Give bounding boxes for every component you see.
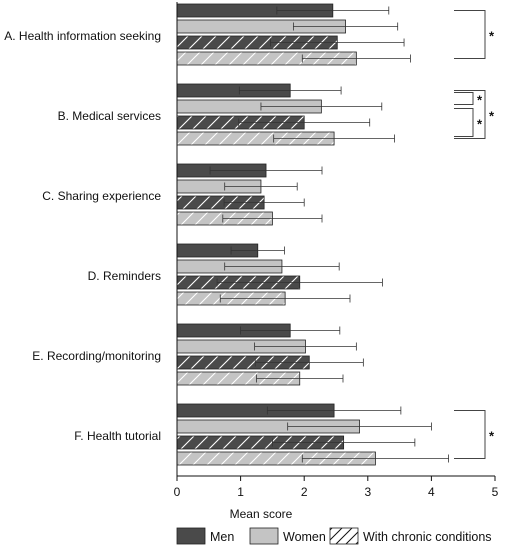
legend-label: Women — [283, 530, 326, 544]
significance-bracket: * — [454, 92, 483, 108]
bars-layer — [176, 3, 376, 466]
error-bar — [273, 134, 395, 143]
significance-label: * — [489, 29, 495, 44]
significance-layer: * * * * * — [454, 10, 495, 459]
legend-item: Men — [176, 527, 234, 545]
category-label: D. Reminders — [88, 269, 161, 283]
legend-swatch — [176, 527, 206, 545]
error-bar — [271, 438, 416, 447]
error-bar — [260, 102, 383, 111]
significance-bracket: * — [454, 410, 495, 459]
legend-item: Women — [249, 527, 326, 545]
error-bar — [219, 294, 351, 303]
legend-label: Men — [210, 530, 234, 544]
significance-label: * — [477, 93, 483, 108]
error-bar — [224, 262, 340, 271]
legend-swatch — [329, 527, 359, 545]
error-bar — [209, 166, 323, 175]
error-bar — [254, 342, 357, 351]
significance-bracket: * — [454, 108, 483, 137]
error-bar — [301, 454, 449, 463]
error-bar — [292, 22, 399, 31]
error-bar — [270, 38, 405, 47]
x-axis-title: Mean score — [230, 507, 293, 521]
legend: Men Women With chronic conditions — [176, 527, 492, 545]
x-tick-label: 0 — [174, 485, 181, 499]
significance-label: * — [489, 429, 495, 444]
x-tick-label: 2 — [301, 485, 308, 499]
error-bar — [266, 406, 402, 415]
x-tick-label: 1 — [237, 485, 244, 499]
error-bar — [254, 358, 364, 367]
error-bar — [301, 54, 411, 63]
x-tick-label: 3 — [364, 485, 371, 499]
error-bar — [238, 86, 342, 95]
x-tick-label: 4 — [428, 485, 435, 499]
error-bar — [276, 6, 390, 15]
error-bar — [224, 182, 298, 191]
category-label: C. Sharing experience — [42, 189, 161, 203]
significance-bracket: * — [454, 90, 495, 139]
error-bar — [230, 246, 285, 255]
error-bar — [216, 278, 383, 287]
error-bar — [240, 326, 341, 335]
significance-label: * — [477, 117, 483, 132]
error-bar — [256, 374, 344, 383]
category-labels-layer: A. Health information seeking B. Medical … — [4, 29, 161, 443]
significance-bracket: * — [454, 10, 495, 59]
category-label: F. Health tutorial — [74, 429, 161, 443]
error-bar — [223, 198, 305, 207]
error-bars-layer — [209, 6, 449, 463]
x-axis: 0 1 2 3 4 5 — [174, 2, 499, 499]
x-tick-label: 5 — [492, 485, 499, 499]
legend-label: With chronic conditions — [363, 530, 492, 544]
error-bar — [222, 214, 323, 223]
legend-item: With chronic conditions — [329, 527, 492, 545]
error-bar — [238, 118, 371, 127]
legend-swatch — [249, 527, 279, 545]
significance-label: * — [489, 109, 495, 124]
category-label: A. Health information seeking — [4, 29, 161, 43]
category-label: B. Medical services — [58, 109, 161, 123]
category-label: E. Recording/monitoring — [32, 349, 161, 363]
error-bar — [287, 422, 432, 431]
